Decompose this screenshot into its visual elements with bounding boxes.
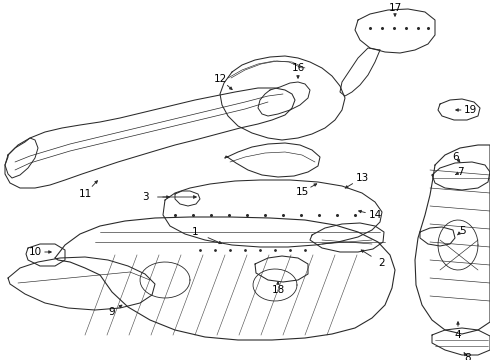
Text: 15: 15 xyxy=(295,187,309,197)
Text: 10: 10 xyxy=(28,247,42,257)
Text: 6: 6 xyxy=(453,152,459,162)
Text: 11: 11 xyxy=(78,189,92,199)
Text: 18: 18 xyxy=(271,285,285,295)
Text: 4: 4 xyxy=(455,330,461,340)
Text: 12: 12 xyxy=(213,74,227,84)
Text: 16: 16 xyxy=(292,63,305,73)
Text: 17: 17 xyxy=(389,3,402,13)
Text: 5: 5 xyxy=(459,226,466,236)
Text: 19: 19 xyxy=(464,105,477,115)
Text: 8: 8 xyxy=(465,353,471,360)
Text: 2: 2 xyxy=(379,258,385,268)
Text: 14: 14 xyxy=(368,210,382,220)
Text: 9: 9 xyxy=(109,307,115,317)
Text: 3: 3 xyxy=(142,192,148,202)
Text: 7: 7 xyxy=(457,167,464,177)
Text: 1: 1 xyxy=(192,227,198,237)
Text: 13: 13 xyxy=(355,173,368,183)
